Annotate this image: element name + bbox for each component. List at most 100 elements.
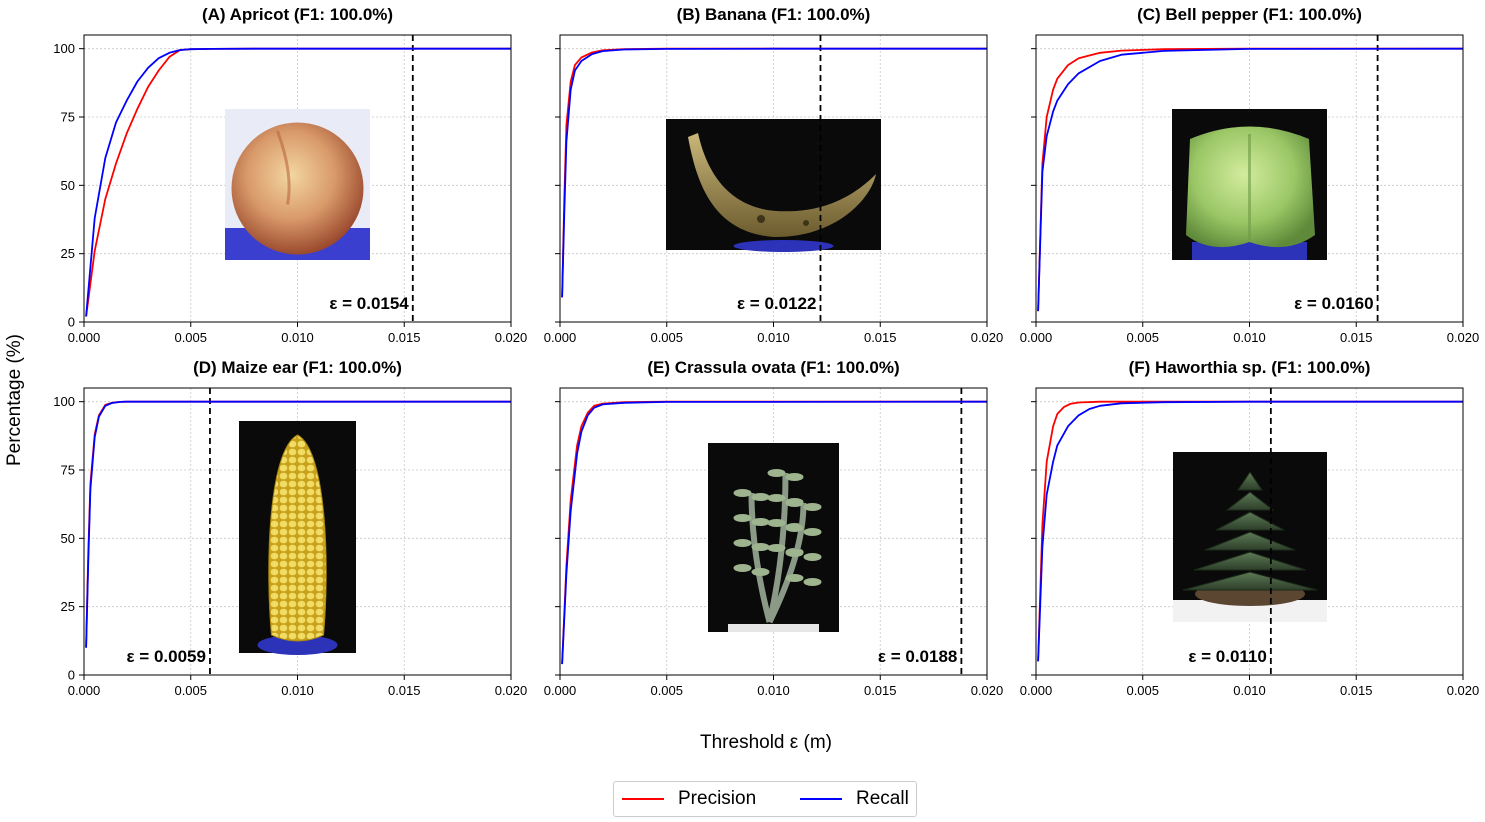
x-tick-label: 0.000 — [1020, 330, 1053, 345]
threshold-label: ε = 0.0122 — [737, 294, 816, 313]
crassula-leaf — [785, 499, 804, 507]
banana-spot — [757, 215, 765, 223]
photo-crassula-ovata — [708, 443, 839, 632]
x-tick-label: 0.005 — [1126, 330, 1159, 345]
haworthia-leaves — [1204, 531, 1296, 551]
legend: Precision Recall — [613, 781, 917, 817]
x-tick-label: 0.010 — [281, 683, 314, 698]
y-tick-label: 50 — [61, 531, 75, 546]
x-tick-label: 0.000 — [544, 683, 577, 698]
haworthia-leaves — [1193, 551, 1307, 571]
crassula-leaf — [751, 518, 770, 526]
x-tick-label: 0.000 — [544, 330, 577, 345]
chart-panel-2: (B) Banana (F1: 100.0%) 0.000 0.005 0.010 0.… — [544, 5, 1004, 345]
chart-panel-6: (F) Haworthia sp. (F1: 100.0%) 0.000 0.005… — [1020, 358, 1480, 698]
photo-bell-pepper — [1172, 109, 1327, 260]
series-line-recall — [85, 47, 511, 317]
photo-pot — [1173, 600, 1327, 622]
x-tick-label: 0.020 — [971, 683, 1004, 698]
x-tick-label: 0.020 — [495, 330, 528, 345]
banana-spot — [803, 220, 809, 226]
chart-panel-3: (C) Bell pepper (F1: 100.0%) 0.000 0.005 0.… — [1020, 5, 1480, 345]
legend-item-precision: Precision — [622, 782, 756, 816]
y-tick-label: 25 — [61, 599, 75, 614]
haworthia-leaves — [1215, 511, 1285, 531]
x-tick-label: 0.010 — [1233, 683, 1266, 698]
y-tick-label: 75 — [61, 463, 75, 478]
x-tick-label: 0.015 — [864, 330, 897, 345]
threshold-label: ε = 0.0188 — [878, 647, 957, 666]
chart-title: (F) Haworthia sp. (F1: 100.0%) — [1129, 358, 1371, 377]
crassula-stem — [766, 502, 807, 624]
x-tick-label: 0.005 — [174, 330, 207, 345]
haworthia-leaves — [1225, 491, 1275, 511]
plot-frame — [559, 387, 988, 676]
crassula-leaf — [785, 473, 804, 481]
plot-frame — [83, 34, 512, 323]
apricot-crease — [276, 130, 291, 205]
crassula-leaf — [767, 544, 786, 552]
photo-maize-ear — [239, 421, 356, 655]
legend-label-recall: Recall — [856, 788, 909, 809]
crassula-leaf — [785, 574, 804, 582]
x-tick-label: 0.000 — [68, 683, 101, 698]
photo-haworthia — [1173, 452, 1327, 622]
chart-panel-1: (A) Apricot (F1: 100.0%) 0.000 0.005 0.010 0… — [53, 5, 527, 345]
x-tick-label: 0.005 — [650, 330, 683, 345]
x-tick-label: 0.015 — [864, 683, 897, 698]
x-tick-label: 0.010 — [757, 683, 790, 698]
legend-swatch-precision — [622, 798, 664, 800]
banana-shape — [688, 133, 876, 237]
photo-apricot — [225, 109, 370, 260]
x-tick-label: 0.000 — [68, 330, 101, 345]
x-tick-label: 0.005 — [650, 683, 683, 698]
x-tick-label: 0.020 — [1447, 683, 1480, 698]
x-tick-label: 0.015 — [388, 683, 421, 698]
crassula-leaf — [767, 519, 786, 527]
threshold-label: ε = 0.0059 — [127, 647, 206, 666]
y-tick-label: 0 — [68, 315, 75, 330]
x-tick-label: 0.010 — [281, 330, 314, 345]
plot-frame — [559, 34, 988, 323]
crassula-leaf — [751, 493, 770, 501]
photo-stand — [257, 635, 338, 655]
x-tick-label: 0.010 — [757, 330, 790, 345]
series-line-recall — [1037, 47, 1464, 312]
x-tick-label: 0.020 — [1447, 330, 1480, 345]
x-tick-label: 0.000 — [1020, 683, 1053, 698]
legend-label-precision: Precision — [678, 788, 757, 809]
haworthia-leaves — [1182, 571, 1318, 591]
x-tick-label: 0.005 — [174, 683, 207, 698]
series-line-precision — [1037, 400, 1463, 662]
plot-frame — [83, 387, 512, 676]
haworthia-leaves — [1237, 471, 1263, 491]
x-tick-label: 0.015 — [388, 330, 421, 345]
crassula-leaf — [767, 494, 786, 502]
crassula-leaf — [803, 528, 822, 536]
legend-swatch-recall — [800, 798, 842, 800]
series-line-precision — [1037, 47, 1463, 312]
plot-frame — [1035, 387, 1464, 676]
apricot-shape — [231, 122, 364, 255]
threshold-label: ε = 0.0160 — [1294, 294, 1373, 313]
x-tick-label: 0.020 — [495, 683, 528, 698]
x-tick-label: 0.005 — [1126, 683, 1159, 698]
crassula-leaf — [803, 553, 822, 561]
chart-title: (B) Banana (F1: 100.0%) — [677, 5, 871, 24]
photo-banana — [666, 119, 881, 252]
series-line-recall — [561, 47, 987, 298]
series-line-recall — [1037, 400, 1463, 662]
series-line-recall — [85, 400, 511, 648]
y-tick-label: 50 — [61, 178, 75, 193]
photo-stand — [733, 240, 834, 252]
y-axis-label: Percentage (%) — [4, 334, 25, 466]
crassula-leaf — [733, 489, 752, 497]
chart-title: (D) Maize ear (F1: 100.0%) — [193, 358, 402, 377]
x-tick-label: 0.010 — [1233, 330, 1266, 345]
chart-title: (E) Crassula ovata (F1: 100.0%) — [647, 358, 899, 377]
x-axis-label: Threshold ε (m) — [700, 732, 832, 753]
chart-panel-4: (D) Maize ear (F1: 100.0%) 0.000 0.005 0.01… — [53, 358, 527, 698]
y-tick-label: 75 — [61, 110, 75, 125]
crassula-leaf — [751, 568, 770, 576]
